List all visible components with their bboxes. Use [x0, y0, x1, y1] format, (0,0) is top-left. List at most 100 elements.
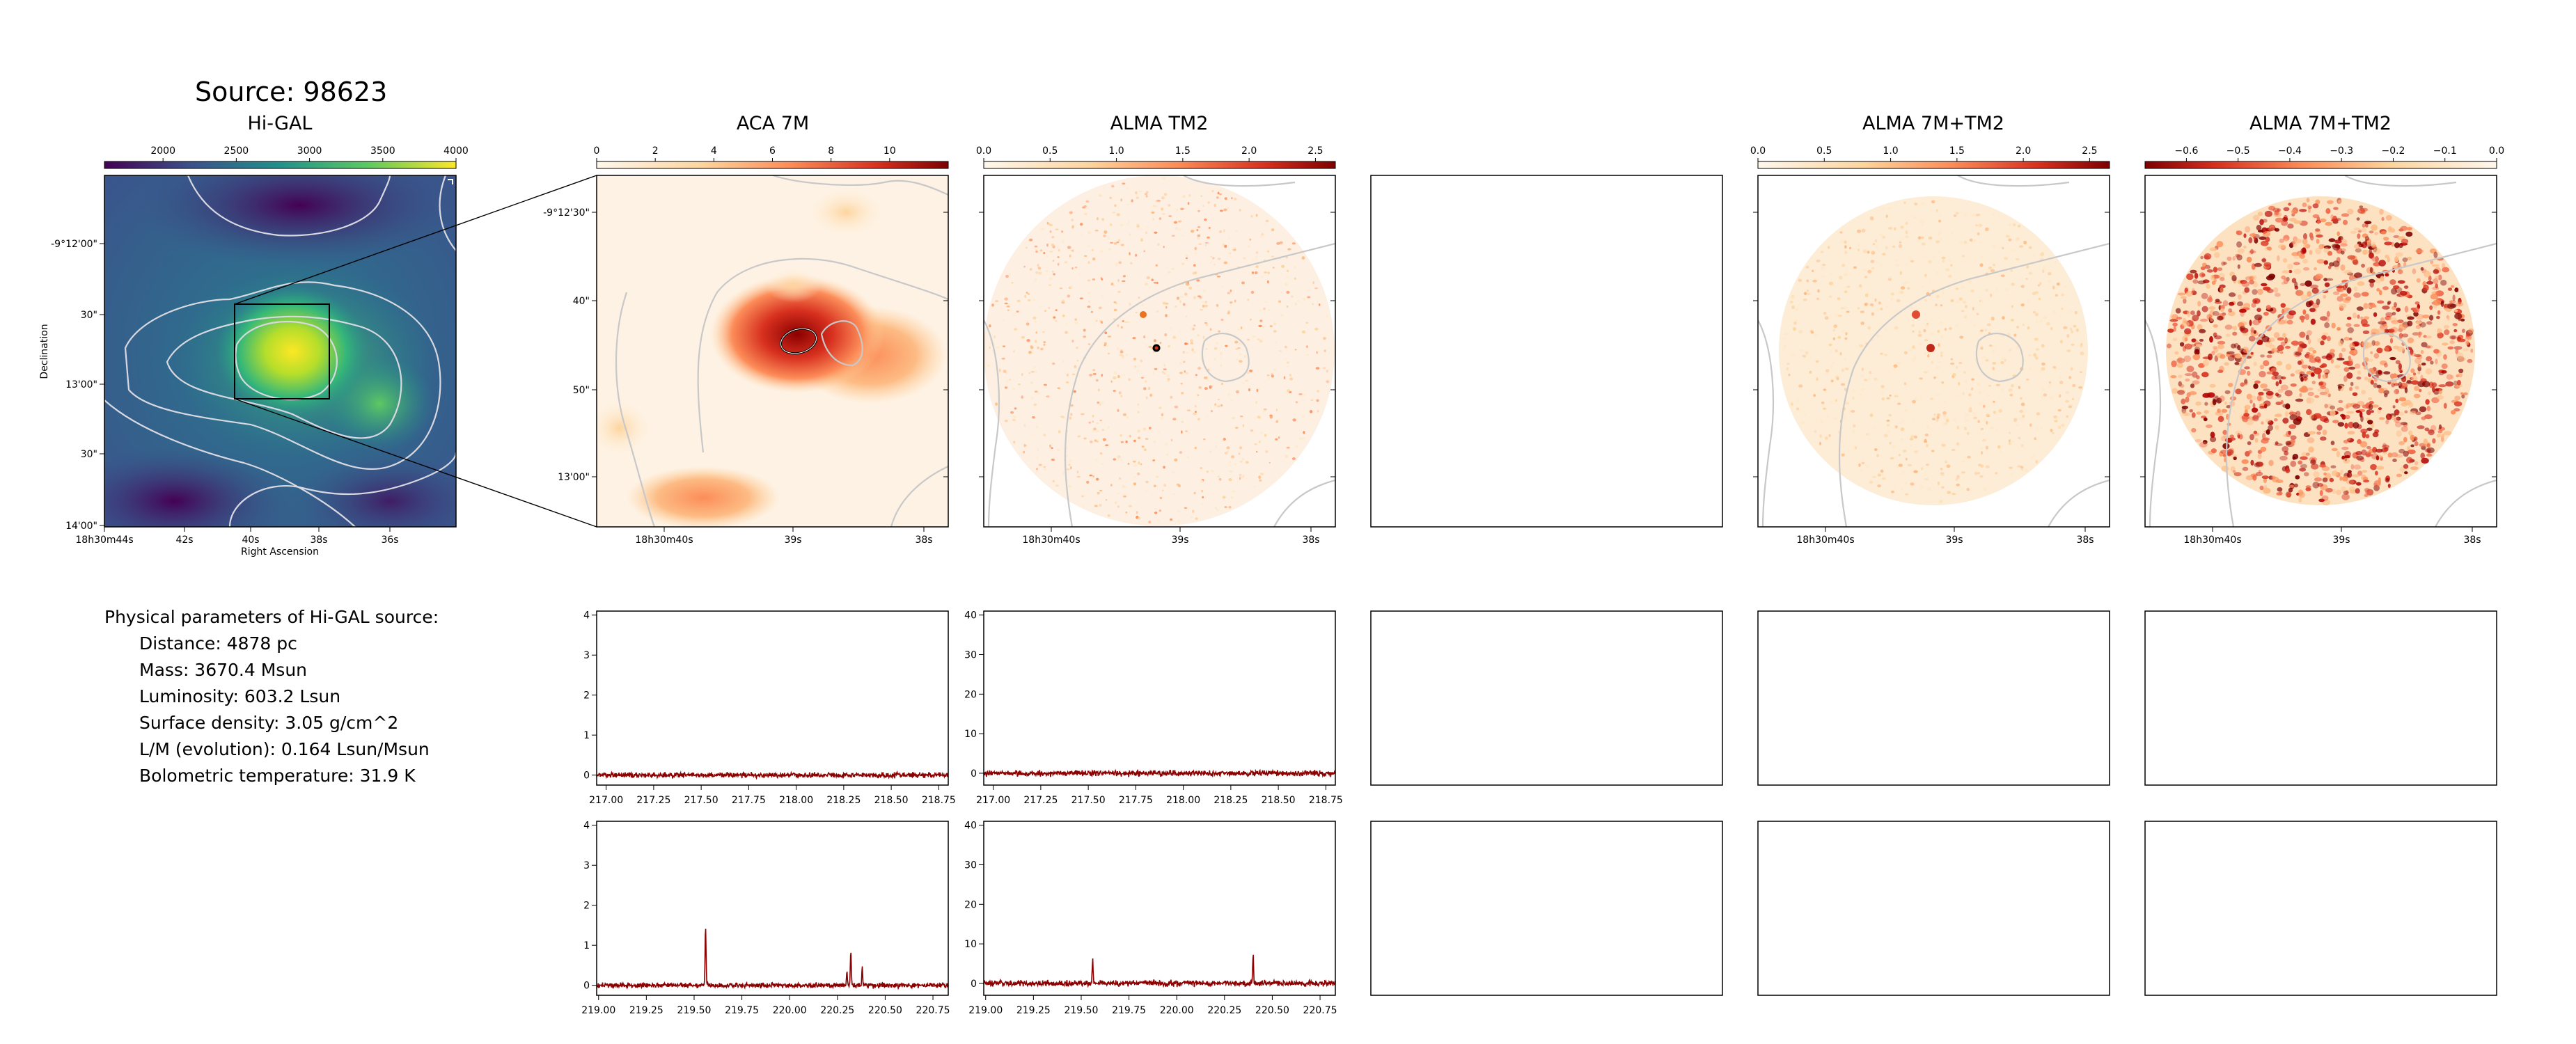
spec-aca-1-line [596, 770, 949, 780]
spec-aca-1-frame [596, 610, 949, 786]
combined-image [1758, 175, 2110, 527]
param-surface-density: Surface density: 3.05 g/cm^2 [139, 713, 399, 733]
combined-frame [1757, 175, 2110, 528]
tm2-frame [983, 175, 1336, 528]
spec-aca-1-x-tick-label: 218.25 [826, 795, 861, 806]
tm2-panel: ALMA TM2 0.0 0.5 1.0 1.5 2.0 2.5 18h30m40s 39s… [976, 113, 1336, 546]
tm2-colorbar-tick-label: 2.0 [1241, 145, 1257, 157]
aca7m-colorbar-tick-label: 2 [652, 145, 659, 157]
higal-y-tick-label: 13'00" [65, 379, 97, 390]
empty-spectrum-r1-c4 [1757, 610, 2110, 786]
aca7m-colorbar-ticks: 0 2 4 6 8 10 [594, 145, 896, 161]
higal-y-tick-label: 30" [81, 449, 97, 460]
aca7m-colorbar-tick-label: 4 [711, 145, 717, 157]
tm2-image [984, 175, 1335, 527]
empty-spectrum-r2-c5 [2144, 821, 2497, 996]
spec-tm2-1-frame [983, 610, 1336, 786]
spec-aca-2-y-tick-label: 2 [583, 901, 590, 912]
tm2-colorbar-tick-label: 1.5 [1175, 145, 1191, 157]
tm2-title: ALMA TM2 [1110, 113, 1209, 134]
param-distance: Distance: 4878 pc [139, 633, 297, 654]
higal-zoom-box [234, 303, 330, 400]
higal-y-tick-label: -9°12'00" [51, 239, 97, 250]
aca7m-colorbar-tick-label: 6 [769, 145, 776, 157]
higal-colorbar-tick-label: 4000 [443, 145, 469, 157]
higal-ylabel: Declination [39, 324, 50, 379]
spec-aca-1-x-tick-label: 218.50 [874, 795, 909, 806]
empty-map-panel [1370, 175, 1723, 528]
aca7m-x-tick-label: 39s [784, 535, 801, 546]
spec-tm2-2-x-tick-label: 220.50 [1255, 1005, 1289, 1016]
spec-aca-2-x-tick-label: 220.50 [868, 1005, 902, 1016]
tm2-x-tick-label: 38s [1302, 535, 1319, 546]
higal-image [104, 175, 456, 527]
comb-x-tick-label: 38s [2076, 535, 2094, 546]
param-bolometric-temperature: Bolometric temperature: 31.9 K [139, 766, 416, 786]
aca7m-colorbar [596, 161, 949, 169]
aca7m-colorbar-tick-label: 0 [594, 145, 600, 157]
neg-colorbar-tick-label: 0.0 [2489, 145, 2504, 157]
higal-title: Hi-GAL [248, 113, 313, 134]
spec-tm2-2-x-tick-label: 219.25 [1016, 1005, 1051, 1016]
comb-colorbar-tick-label: 2.0 [2016, 145, 2031, 157]
spec-aca-1-x-tick-label: 218.75 [922, 795, 956, 806]
negative-frame [2144, 175, 2497, 528]
higal-x-tick-label: 40s [242, 535, 259, 546]
spec-aca-2-y-tick-label: 4 [583, 821, 590, 832]
spectrum-aca-window2: 219.00 219.25 219.50 219.75 220.00 220.25 220.… [581, 821, 950, 1016]
spec-aca-2-line [596, 928, 949, 990]
spec-tm2-2-x-tick-label: 220.75 [1303, 1005, 1337, 1016]
tm2-colorbar-tick-label: 0.0 [976, 145, 991, 157]
comb-x-tick-label: 18h30m40s [1796, 535, 1854, 546]
neg-colorbar-tick-label: −0.2 [2381, 145, 2405, 157]
neg-colorbar-tick-label: −0.3 [2330, 145, 2353, 157]
combined-axis-ticks: 18h30m40s 39s 38s [1753, 212, 2110, 546]
comb-colorbar-tick-label: 0.0 [1750, 145, 1766, 157]
spec-aca-2-x-tick-label: 219.00 [581, 1005, 615, 1016]
neg-x-tick-label: 38s [2463, 535, 2481, 546]
spec-aca-2-x-tick-label: 220.00 [773, 1005, 807, 1016]
spec-aca-1-y-tick-label: 0 [583, 770, 590, 782]
aca7m-y-tick-label: 50" [573, 385, 590, 396]
spectrum-aca-window1: 217.00 217.25 217.50 217.75 218.00 218.25 218.… [583, 610, 956, 806]
spec-aca-1-y-tick-label: 3 [583, 650, 590, 661]
aca7m-axis-ticks: 18h30m40s 39s 38s -9°12'30" 40" 50" 13'00" [543, 207, 948, 546]
higal-colorbar-tick-label: 2000 [150, 145, 175, 157]
spec-tm2-1-x-tick-label: 218.75 [1309, 795, 1343, 806]
param-mass: Mass: 3670.4 Msun [139, 660, 308, 680]
spec-aca-1-y-tick-label: 2 [583, 690, 590, 702]
neg-colorbar-tick-label: −0.5 [2226, 145, 2250, 157]
negative-panel: ALMA 7M+TM2 −0.6 −0.5 −0.4 −0.3 −0.2 −0.1 0.0 … [2140, 113, 2504, 546]
spec-aca-2-x-tick-label: 219.75 [725, 1005, 759, 1016]
tm2-axis-ticks: 18h30m40s 39s 38s [979, 212, 1335, 546]
higal-y-tick-label: 30" [81, 310, 97, 321]
spec-aca-2-x-tick-label: 220.75 [916, 1005, 950, 1016]
zoom-connector-bottom [234, 398, 597, 528]
spec-tm2-2-y-tick-label: 10 [964, 939, 977, 950]
spec-aca-2-x-tick-label: 219.50 [677, 1005, 711, 1016]
spec-tm2-1-y-tick-label: 0 [971, 768, 977, 780]
combined-colorbar [1757, 161, 2110, 169]
spec-aca-2-x-tick-label: 220.25 [820, 1005, 854, 1016]
comb-colorbar-tick-label: 0.5 [1816, 145, 1832, 157]
param-luminosity: Luminosity: 603.2 Lsun [139, 686, 341, 706]
spec-tm2-1-x-tick-label: 217.75 [1119, 795, 1153, 806]
spec-tm2-2-x-tick-label: 219.00 [968, 1005, 1003, 1016]
spec-aca-1-x-tick-label: 218.00 [779, 795, 813, 806]
tm2-colorbar-tick-label: 1.0 [1108, 145, 1124, 157]
comb-x-tick-label: 39s [1945, 535, 1963, 546]
spec-tm2-2-line [983, 954, 1336, 988]
spec-tm2-1-x-tick-label: 217.00 [976, 795, 1010, 806]
higal-colorbar-tick-label: 3000 [297, 145, 322, 157]
combined-colorbar-ticks: 0.0 0.5 1.0 1.5 2.0 2.5 [1750, 145, 2098, 161]
param-lm-evolution: L/M (evolution): 0.164 Lsun/Msun [139, 739, 430, 759]
negative-image [2145, 175, 2497, 527]
aca7m-y-tick-label: -9°12'30" [543, 207, 590, 219]
empty-spectrum-r1-c5 [2144, 610, 2497, 786]
spec-tm2-1-line [983, 768, 1336, 778]
negative-colorbar-ticks: −0.6 −0.5 −0.4 −0.3 −0.2 −0.1 0.0 [2174, 145, 2504, 161]
aca7m-title: ACA 7M [737, 113, 809, 134]
higal-xlabel: Right Ascension [241, 546, 319, 557]
higal-y-tick-label: 14'00" [65, 521, 97, 532]
